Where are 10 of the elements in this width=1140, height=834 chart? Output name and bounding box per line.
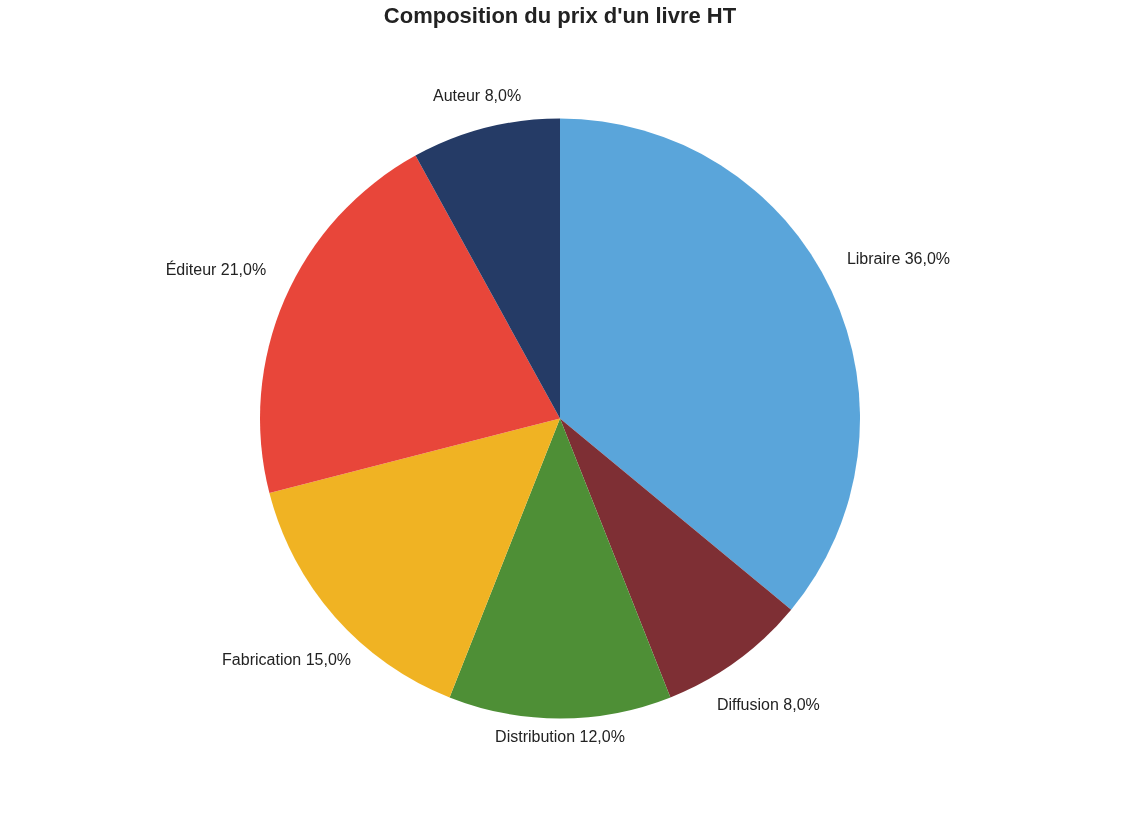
pie-slice (560, 418, 792, 698)
slice-label: Éditeur 21,0% (165, 259, 267, 278)
slice-label: Diffusion 8,0% (716, 696, 820, 714)
slice-label: Fabrication 15,0% (222, 650, 352, 668)
slice-label: Distribution 12,0% (495, 727, 625, 745)
chart-title: Composition du prix d'un livre HT (383, 3, 737, 28)
pie-slice (415, 118, 560, 419)
pie-slice (449, 418, 671, 719)
slice-label: Auteur 8,0% (433, 86, 522, 104)
slice-label: Libraire 36,0% (846, 250, 951, 268)
